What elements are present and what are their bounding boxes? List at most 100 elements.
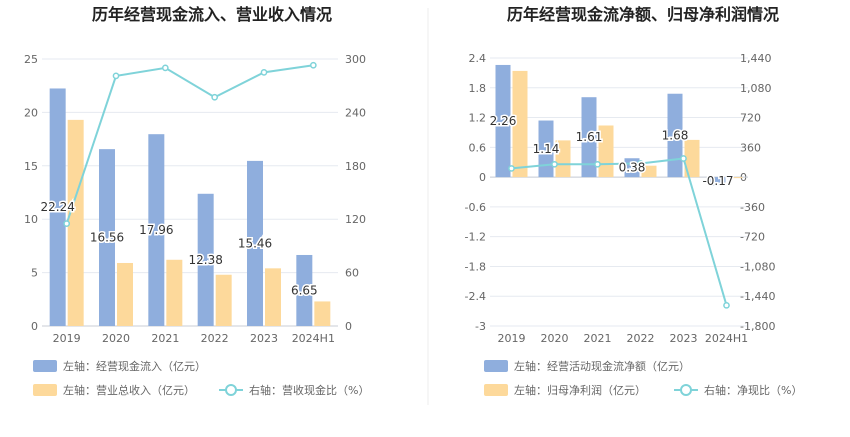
- line-point: [723, 301, 730, 309]
- bar-primary: [296, 254, 313, 326]
- y-left-tick-label: 10: [24, 213, 38, 226]
- bar-data-label: 1.14: [533, 142, 560, 156]
- y-left-tick-label: -1.2: [465, 231, 486, 244]
- bar-secondary: [67, 119, 84, 326]
- bar-data-label: 22.24: [40, 200, 74, 214]
- line-point: [594, 160, 601, 168]
- y-left-tick-label: 0.6: [469, 141, 487, 154]
- chart-title: 历年经营现金流净额、归母净利润情况: [507, 5, 779, 24]
- y-right-tick-label: 1,440: [740, 52, 772, 65]
- legend-label: 左轴：归母净利润（亿元）: [514, 383, 646, 397]
- bar-primary: [99, 149, 115, 326]
- bar-data-label: 17.96: [139, 223, 173, 237]
- bar-data-label: 16.56: [90, 231, 124, 245]
- bar-primary: [667, 93, 683, 178]
- y-left-tick-label: -3: [475, 320, 486, 333]
- bar-primary: [49, 88, 66, 326]
- line-series: [511, 157, 728, 306]
- legend-label: 左轴：营业总收入（亿元）: [63, 383, 195, 397]
- bar-primary: [495, 64, 511, 178]
- y-right-tick-label: 360: [740, 141, 761, 154]
- bar-secondary: [727, 177, 743, 179]
- line-point: [551, 160, 558, 168]
- y-left-tick-label: 2.4: [469, 52, 487, 65]
- y-right-tick-label: -1,800: [740, 320, 775, 333]
- bar-data-label: 1.61: [576, 130, 603, 144]
- y-right-tick-label: -1,080: [740, 260, 775, 273]
- legend-swatch-marker: [225, 384, 237, 396]
- bar-secondary: [512, 70, 528, 178]
- y-right-tick-label: -360: [740, 201, 765, 214]
- legend-label: 左轴：经营活动现金流净额（亿元）: [514, 359, 690, 373]
- legend-label: 左轴：经营现金流入（亿元）: [63, 359, 206, 373]
- bar-data-label: 12.38: [188, 253, 222, 267]
- bar-data-label: 15.46: [238, 236, 272, 250]
- y-right-tick-label: 720: [740, 112, 761, 125]
- bar-primary: [197, 193, 214, 326]
- bar-data-label: -0.17: [702, 174, 733, 188]
- y-right-tick-label: -720: [740, 231, 765, 244]
- line-point: [161, 64, 169, 72]
- chart-panel-net-cashflow-profit: 历年经营现金流净额、归母净利润情况 2.4 1.8 1.2 0.6 0 -0.6 -1.2 -1…: [465, 5, 803, 397]
- y-right-tick-label: 1,080: [740, 82, 772, 95]
- bar-secondary: [684, 139, 700, 178]
- x-tick-label: 2024H1: [292, 332, 335, 345]
- bar-secondary: [641, 165, 657, 178]
- x-tick-label: 2022: [627, 332, 655, 345]
- line-point: [680, 155, 687, 162]
- legend-swatch: [484, 360, 508, 372]
- legend-swatch: [484, 384, 508, 396]
- bar-primary: [247, 160, 263, 326]
- line-series: [65, 64, 314, 224]
- x-tick-label: 2019: [53, 332, 81, 345]
- line-point: [508, 165, 515, 172]
- bar-primary: [710, 177, 726, 186]
- y-left-tick-label: 5: [31, 267, 38, 280]
- bar-data-label: 6.65: [291, 283, 318, 297]
- line-point: [211, 93, 219, 101]
- x-tick-label: 2022: [201, 332, 229, 345]
- y-left-tick-label: 1.2: [469, 112, 487, 125]
- y-right-tick-label: 60: [345, 267, 359, 280]
- bar-secondary: [555, 140, 571, 178]
- y-left-tick-label: 1.8: [469, 82, 487, 95]
- x-tick-label: 2019: [498, 332, 526, 345]
- y-left-tick-label: -0.6: [465, 201, 486, 214]
- bar-secondary: [265, 268, 281, 326]
- bar-secondary: [215, 274, 232, 326]
- bar-secondary: [117, 262, 133, 326]
- chart-panel-cash-inflow-revenue: 历年经营现金流入、营业收入情况 0 5 10 15 20 25 0 60 120 180 240 300…: [24, 5, 369, 397]
- bar-secondary: [166, 259, 183, 326]
- legend-swatch: [33, 360, 57, 372]
- x-tick-label: 2020: [541, 332, 569, 345]
- x-tick-label: 2021: [584, 332, 612, 345]
- line-point: [112, 72, 120, 80]
- line-point: [260, 69, 268, 76]
- y-left-tick-label: 0: [479, 171, 486, 184]
- legend-label: 右轴：净现比（%）: [704, 383, 802, 397]
- legend-swatch: [33, 384, 57, 396]
- y-left-tick-label: -2.4: [465, 290, 486, 303]
- y-left-tick-label: 20: [24, 106, 38, 119]
- bar-primary: [538, 120, 554, 178]
- y-left-tick-label: 0: [31, 320, 38, 333]
- y-left-tick-label: 15: [24, 160, 38, 173]
- y-right-tick-label: 180: [345, 160, 366, 173]
- legend-label: 右轴：营收现金比（%）: [249, 383, 369, 397]
- bar-data-label: 2.26: [490, 114, 517, 128]
- x-tick-label: 2020: [102, 332, 130, 345]
- x-tick-label: 2023: [670, 332, 698, 345]
- y-left-tick-label: -1.8: [465, 260, 486, 273]
- chart-title: 历年经营现金流入、营业收入情况: [92, 5, 332, 24]
- y-right-tick-label: 240: [345, 106, 366, 119]
- bar-primary: [581, 97, 597, 178]
- bar-data-label: 0.38: [619, 161, 646, 175]
- line-point: [309, 61, 317, 69]
- y-right-tick-label: -1,440: [740, 290, 775, 303]
- bar-data-label: 1.68: [662, 128, 689, 142]
- y-right-tick-label: 120: [345, 213, 366, 226]
- line-point: [63, 220, 71, 227]
- legend-swatch-marker: [680, 384, 692, 396]
- bar-secondary: [314, 301, 331, 326]
